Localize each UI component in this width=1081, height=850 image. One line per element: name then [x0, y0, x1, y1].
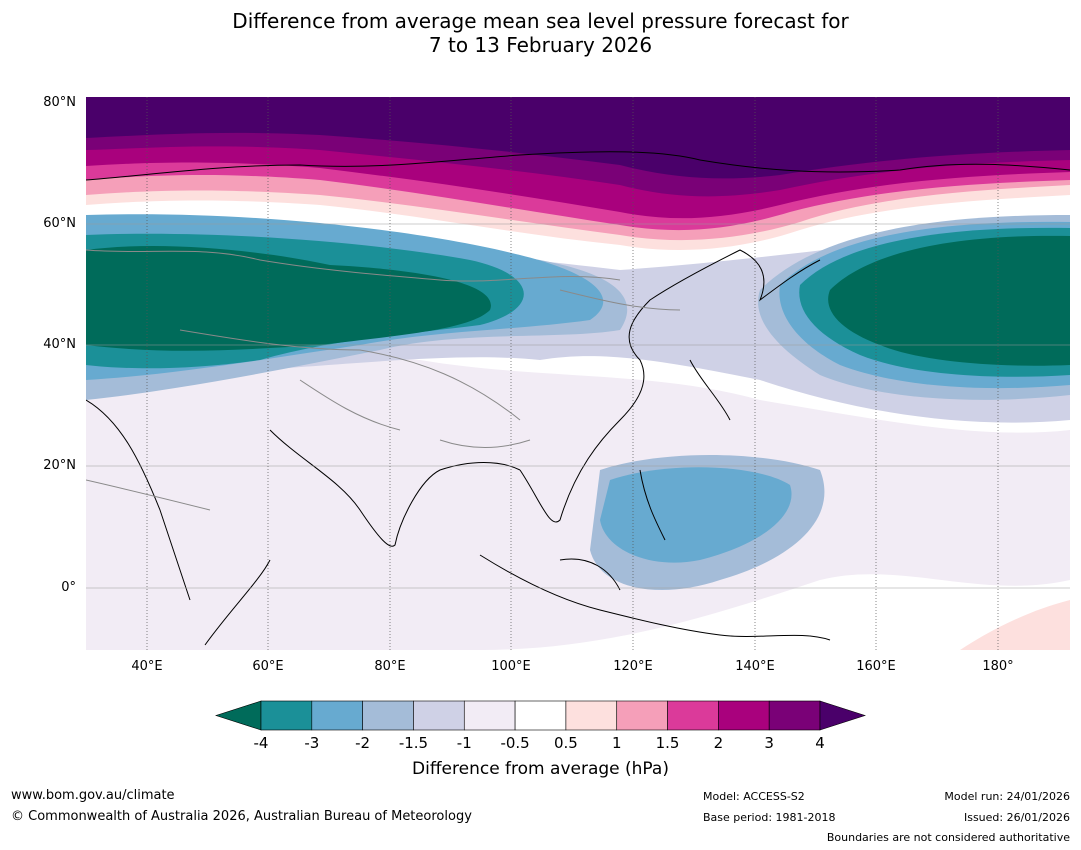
anomaly-region-light-negative	[86, 357, 1070, 650]
colorbar-tick-label: -1.5	[398, 734, 429, 752]
lon-label-100e: 100°E	[491, 659, 531, 674]
lon-label-180: 180°	[982, 659, 1014, 674]
anomaly-region-southeast-pink	[960, 600, 1070, 650]
colorbar-tick-label: 3	[764, 734, 774, 752]
colorbar-swatch	[413, 700, 465, 731]
lat-label-0: 0°	[61, 580, 76, 595]
lon-label-140e: 140°E	[735, 659, 775, 674]
colorbar-swatch	[616, 700, 668, 731]
lon-label-80e: 80°E	[374, 659, 406, 674]
colorbar-extend-max	[819, 700, 866, 731]
colorbar-tick-label: -3	[304, 734, 320, 752]
anomaly-region-philippine-sea-core	[600, 467, 792, 563]
anomaly-map	[86, 97, 1070, 650]
anomaly-region-pacific-core	[828, 235, 1070, 366]
lon-label-40e: 40°E	[131, 659, 163, 674]
footer-website: www.bom.gov.au/climate	[11, 788, 175, 803]
colorbar-swatch	[514, 700, 567, 731]
colorbar-tick-label: -2	[355, 734, 371, 752]
colorbar-tick-label: -0.5	[500, 734, 530, 752]
colorbar-tick-label: 0.5	[553, 734, 578, 752]
footer-base-period: Base period: 1981-2018	[703, 811, 836, 824]
map-title-line1: Difference from average mean sea level p…	[232, 9, 849, 33]
lat-label-20n: 20°N	[43, 458, 76, 473]
colorbar-swatch	[362, 700, 414, 731]
lon-label-160e: 160°E	[856, 659, 896, 674]
lat-label-60n: 60°N	[43, 216, 76, 231]
colorbar-extend-min	[215, 700, 262, 731]
anomaly-region-west-core	[86, 245, 491, 351]
footer-boundaries: Boundaries are not considered authoritat…	[826, 831, 1070, 844]
footer-model: Model: ACCESS-S2	[703, 790, 805, 803]
coastlines	[86, 151, 1070, 646]
colorbar-swatch	[260, 700, 313, 731]
colorbar-swatch	[667, 700, 719, 731]
footer-issued: Issued: 26/01/2026	[963, 811, 1070, 824]
colorbar-tick-label: -1	[456, 734, 472, 752]
lon-label-120e: 120°E	[613, 659, 653, 674]
country-borders	[86, 249, 681, 511]
colorbar-tick-label: 4	[815, 734, 825, 752]
lon-label-60e: 60°E	[252, 659, 284, 674]
gridlines	[86, 97, 1070, 650]
lat-label-80n: 80°N	[43, 95, 76, 110]
colorbar-tick-label: 1.5	[655, 734, 680, 752]
colorbar-swatch	[463, 700, 516, 731]
colorbar-tick-label: 2	[713, 734, 724, 752]
colorbar-swatch	[768, 700, 821, 731]
colorbar-swatch	[718, 700, 770, 731]
colorbar-swatch	[565, 700, 618, 731]
lat-label-40n: 40°N	[43, 337, 76, 352]
anomaly-region-north-core	[86, 97, 1070, 179]
colorbar-tick-label: 1	[611, 734, 622, 752]
footer-copyright: © Commonwealth of Australia 2026, Austra…	[11, 809, 472, 824]
map-title-line2: 7 to 13 February 2026	[428, 33, 653, 57]
colorbar-label: Difference from average (hPa)	[412, 759, 669, 779]
footer-model-run: Model run: 24/01/2026	[944, 790, 1070, 803]
colorbar-swatch	[311, 700, 363, 731]
colorbar-tick-label: -4	[253, 734, 269, 752]
